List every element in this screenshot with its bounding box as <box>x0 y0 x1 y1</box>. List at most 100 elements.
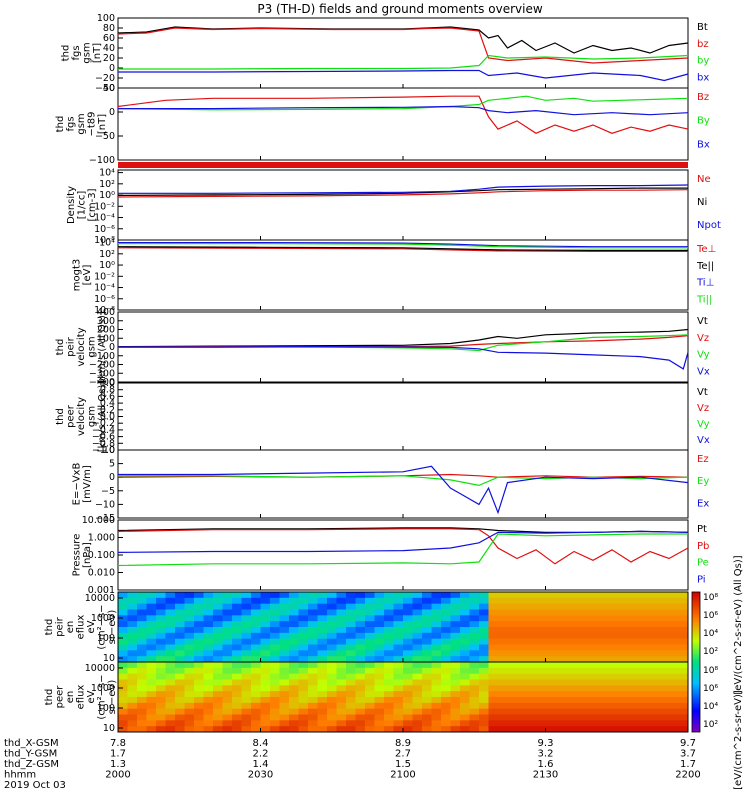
spectrogram-cell <box>346 726 356 733</box>
spectrogram-cell <box>317 615 328 622</box>
separator-band <box>118 162 688 168</box>
spectrogram-cell <box>374 638 385 645</box>
spectrogram-cell <box>241 691 252 698</box>
spectrogram-cell <box>612 667 622 675</box>
spectrogram-cell <box>213 632 223 640</box>
spectrogram-cell <box>222 679 233 686</box>
spectrogram-cell <box>650 627 660 634</box>
spectrogram-cell <box>574 597 584 605</box>
spectrogram-cell <box>574 656 584 663</box>
spectrogram-cell <box>165 592 176 599</box>
spectrogram-cell <box>441 597 451 605</box>
spectrogram-cell <box>507 720 518 727</box>
spectrogram-cell <box>346 597 356 605</box>
legend-entry: by <box>697 56 709 67</box>
spectrogram-cell <box>669 673 679 680</box>
spectrogram-cell <box>441 702 451 710</box>
legend-entry: Pt <box>697 524 707 535</box>
spectrogram-cell <box>441 673 451 680</box>
spectrogram-cell <box>175 714 185 721</box>
spectrogram-cell <box>678 662 689 669</box>
spectrogram-cell <box>298 615 309 622</box>
spectrogram-cell <box>118 697 128 704</box>
spectrogram-cell <box>327 714 337 721</box>
ylabel-line: [nT] <box>97 114 108 134</box>
spectrogram-cell <box>213 726 223 733</box>
ytick-label: 10⁻² <box>94 271 115 282</box>
spectrogram-cell <box>393 691 404 698</box>
spectrogram-cell <box>232 726 242 733</box>
spectrogram-cell <box>213 702 223 710</box>
spectrogram-cell <box>222 638 233 645</box>
spectrogram-cell <box>431 714 442 721</box>
spectrogram-cell <box>222 691 233 698</box>
spectrogram-cell <box>669 697 679 704</box>
spectrogram-cell <box>203 609 214 616</box>
legend-entry: Ni <box>697 197 707 208</box>
spectrogram-cell <box>640 592 651 599</box>
spectrogram-cell <box>507 679 518 686</box>
spectrogram-cell <box>602 685 613 692</box>
ytick-label: 0.2 <box>100 405 115 416</box>
spectrogram-cell <box>137 667 147 675</box>
spectrogram-cell <box>564 662 575 669</box>
spectrogram-cell <box>336 644 347 651</box>
spectrogram-cell <box>374 592 385 599</box>
spectrogram-cell <box>184 650 195 657</box>
spectrogram-cell <box>298 597 309 605</box>
spectrogram-cell <box>422 667 432 675</box>
spectrogram-cell <box>165 662 176 669</box>
spectrogram-cell <box>260 603 271 610</box>
spectrogram-cell <box>336 609 347 616</box>
spectrogram-cell <box>213 720 223 727</box>
spectrogram-cell <box>498 679 508 686</box>
spectrogram-cell <box>583 708 594 715</box>
spectrogram-cell <box>507 714 518 721</box>
spectrogram-cell <box>507 621 518 628</box>
spectrogram-cell <box>536 609 546 616</box>
spectrogram-cell <box>564 627 575 634</box>
spectrogram-cell <box>659 702 670 710</box>
ylabel-line: [km/s (All Qs)] <box>97 311 108 383</box>
spectrogram-cell <box>498 656 508 663</box>
spectrogram-cell <box>270 638 280 645</box>
spectrogram-cell <box>507 685 518 692</box>
spectrogram-cell <box>469 726 480 733</box>
spectrogram-cell <box>431 650 442 657</box>
spectrogram-cell <box>203 650 214 657</box>
spectrogram-cell <box>431 603 442 610</box>
spectrogram-cell <box>631 726 641 733</box>
spectrogram-cell <box>526 644 537 651</box>
spectrogram-cell <box>507 644 518 651</box>
spectrogram-cell <box>669 621 679 628</box>
spectrogram-cell <box>631 702 641 710</box>
spectrogram-cell <box>583 679 594 686</box>
spectrogram-cell <box>355 609 366 616</box>
spectrogram-cell <box>308 638 318 645</box>
spectrogram-cell <box>203 592 214 599</box>
spectrogram-cell <box>213 685 223 692</box>
spectrogram-cell <box>650 720 660 727</box>
spectrogram-cell <box>431 691 442 698</box>
spectrogram-cell <box>355 644 366 651</box>
spectrogram-cell <box>317 667 328 675</box>
spectrogram-cell <box>289 720 299 727</box>
spectrogram-cell <box>251 632 261 640</box>
spectrogram-cell <box>488 609 499 616</box>
spectrogram-cell <box>232 662 242 669</box>
spectrogram-cell <box>355 621 366 628</box>
spectrogram-cell <box>118 632 128 640</box>
spectrogram-cell <box>355 702 366 710</box>
spectrogram-cell <box>403 656 413 663</box>
spectrogram-cell <box>545 708 556 715</box>
ylabel-line: [nT] <box>92 43 103 63</box>
ytick-label: 10000 <box>85 663 115 674</box>
spectrogram-cell <box>650 662 660 669</box>
spectrogram-cell <box>555 691 565 698</box>
spectrogram-cell <box>498 638 508 645</box>
spectrogram-cell <box>336 627 347 634</box>
spectrogram-cell <box>441 662 451 669</box>
spectrogram-cell <box>612 714 622 721</box>
spectrogram-cell <box>203 702 214 710</box>
series-line-Npot <box>118 184 689 194</box>
